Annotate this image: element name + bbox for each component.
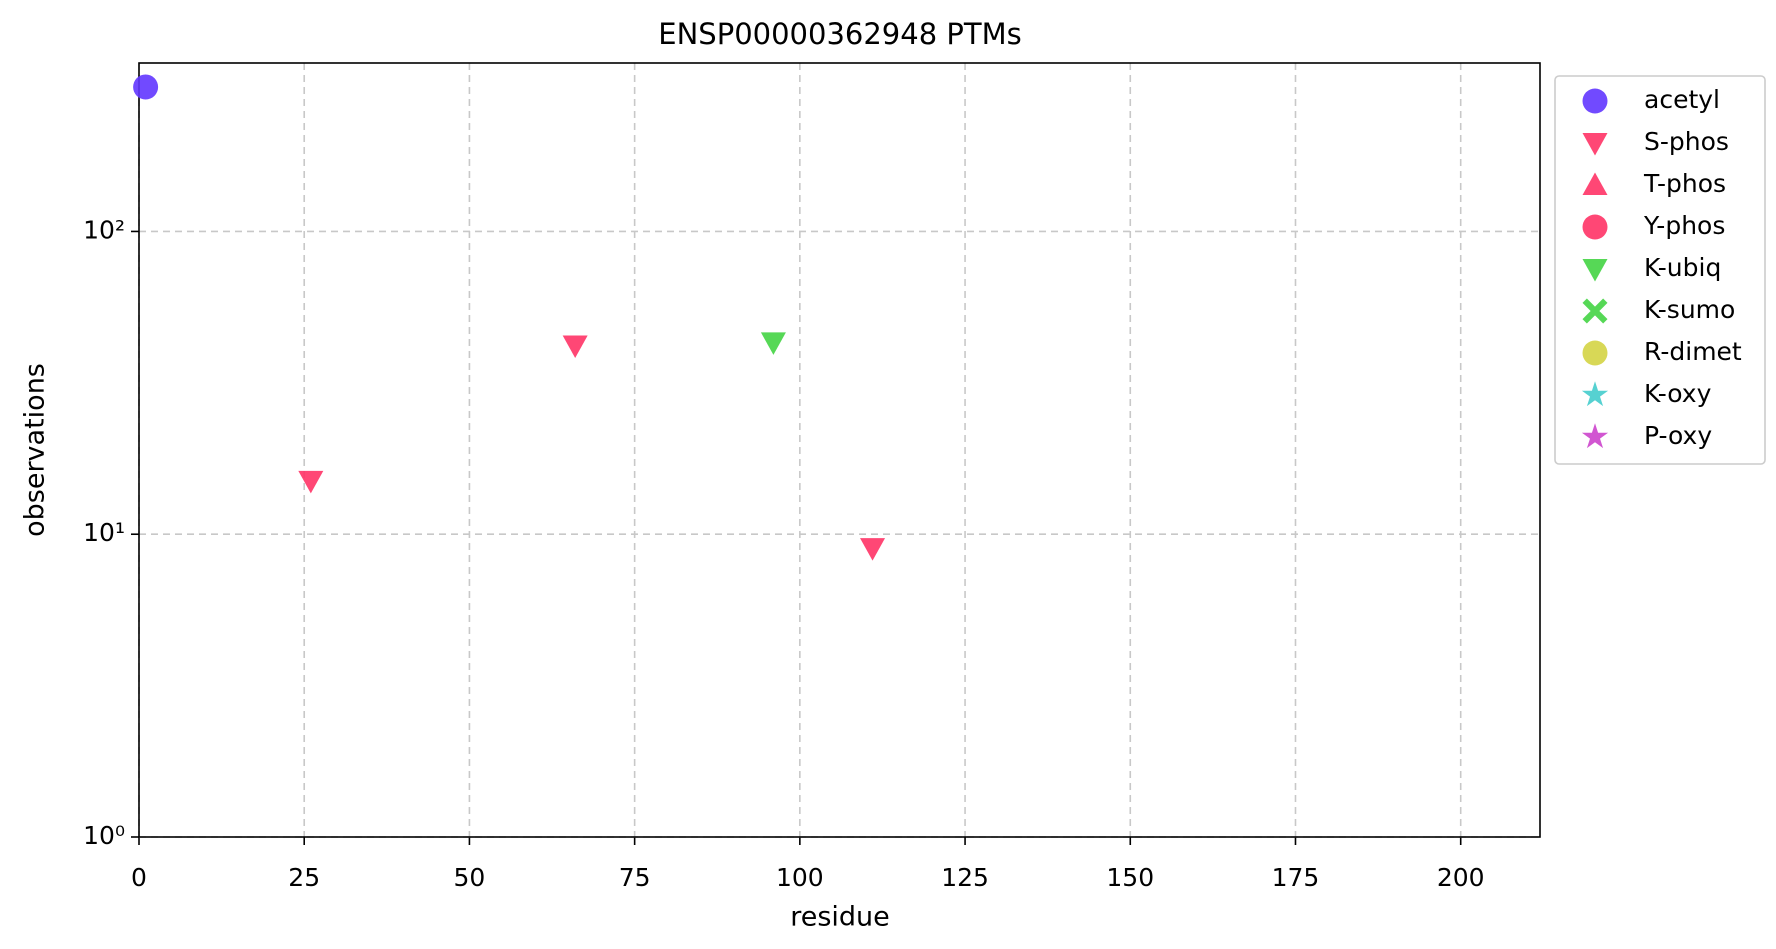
legend-marker <box>1582 133 1608 156</box>
legend-marker <box>1582 88 1608 114</box>
x-tick-label: 100 <box>776 863 824 892</box>
legend-marker <box>1582 340 1608 366</box>
y-tick-label: 10² <box>83 215 125 244</box>
legend-label: acetyl <box>1644 85 1720 114</box>
legend-marker <box>1582 298 1608 324</box>
data-point <box>760 332 786 355</box>
plot-frame <box>138 62 1541 838</box>
legend-box <box>1554 75 1766 465</box>
legend-label: K-sumo <box>1644 295 1735 324</box>
x-tick-label: 25 <box>288 863 320 892</box>
y-tick-label: 10¹ <box>83 518 125 547</box>
legend-label: S-phos <box>1644 127 1729 156</box>
data-point <box>562 335 588 359</box>
x-tick-label: 150 <box>1106 863 1154 892</box>
y-axis-label: observations <box>20 363 51 537</box>
legend-label: T-phos <box>1643 169 1726 198</box>
x-axis-label: residue <box>790 902 890 933</box>
data-point <box>860 538 886 561</box>
chart-title: ENSP00000362948 PTMs <box>658 17 1021 51</box>
x-tick-label: 200 <box>1437 863 1485 892</box>
legend-label: K-ubiq <box>1644 253 1721 282</box>
legend-marker <box>1582 172 1608 195</box>
legend-marker <box>1581 423 1609 449</box>
legend-marker <box>1582 214 1608 240</box>
legend-label: Y-phos <box>1643 211 1725 240</box>
x-tick-label: 75 <box>619 863 651 892</box>
legend-label: P-oxy <box>1644 421 1712 450</box>
legend-label: K-oxy <box>1644 379 1712 408</box>
legend-label: R-dimet <box>1644 337 1742 366</box>
y-tick-label: 10⁰ <box>83 821 125 850</box>
legend-marker <box>1582 259 1608 282</box>
legend-marker <box>1581 381 1609 407</box>
data-point <box>133 74 159 100</box>
data-point <box>298 470 324 494</box>
x-tick-label: 50 <box>454 863 486 892</box>
x-tick-label: 125 <box>941 863 989 892</box>
x-tick-label: 0 <box>131 863 147 892</box>
x-tick-label: 175 <box>1272 863 1320 892</box>
